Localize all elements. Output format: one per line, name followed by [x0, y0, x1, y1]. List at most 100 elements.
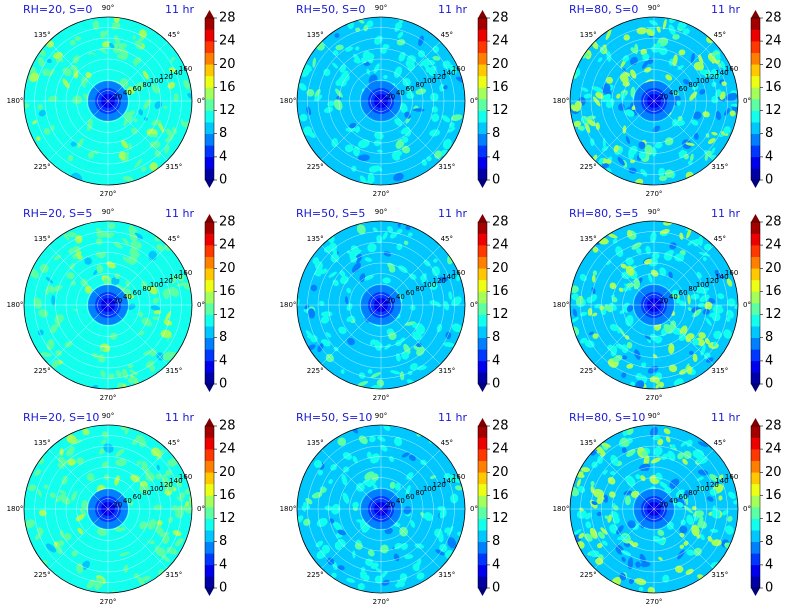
- colorbar-extend-min: [751, 588, 760, 596]
- angle-tick-label: 0°: [470, 301, 478, 309]
- panel-title: RH=50, S=10: [296, 411, 372, 424]
- field-cell: [658, 175, 668, 182]
- radial-tick-label: 140: [715, 477, 728, 485]
- field-cell: [590, 481, 595, 487]
- field-cell: [127, 376, 139, 384]
- field-cell: [436, 323, 443, 333]
- field-cell: [595, 122, 600, 131]
- field-cell: [640, 169, 648, 177]
- colorbar-segment: [205, 314, 214, 327]
- field-cell: [423, 259, 431, 267]
- colorbar-tick-label: 28: [492, 11, 509, 26]
- field-cell: [697, 469, 709, 476]
- field-cell: [401, 136, 409, 143]
- field-cell: [53, 323, 61, 328]
- field-cell: [96, 264, 104, 274]
- colorbar-tick-label: 0: [492, 581, 500, 596]
- field-cell: [29, 66, 37, 75]
- field-cell: [334, 33, 340, 38]
- field-cell: [32, 120, 37, 125]
- field-cell: [118, 151, 128, 160]
- field-cell: [638, 586, 644, 592]
- field-cell: [340, 72, 350, 82]
- colorbar-segment: [751, 507, 760, 519]
- field-cell: [441, 276, 448, 282]
- field-cell: [60, 263, 68, 271]
- field-cell: [711, 147, 716, 155]
- field-cell: [401, 542, 408, 550]
- colorbar-tick-label: 8: [219, 330, 227, 345]
- field-cell: [726, 92, 738, 102]
- field-cell: [320, 487, 327, 494]
- field-cell: [108, 222, 116, 230]
- field-cell: [405, 485, 411, 497]
- radial-tick-label: 120: [160, 481, 173, 489]
- field-cell: [138, 440, 147, 448]
- field-cell: [163, 480, 174, 492]
- field-cell: [156, 244, 165, 252]
- field-cell: [317, 343, 324, 353]
- field-cell: [71, 550, 78, 557]
- field-cell: [670, 444, 676, 450]
- field-cell: [657, 529, 665, 536]
- colorbar-tick-label: 20: [765, 57, 782, 72]
- radial-tick-label: 140: [169, 477, 182, 485]
- field-cell: [314, 89, 321, 98]
- field-cell: [86, 473, 95, 482]
- field-cell: [323, 68, 331, 77]
- field-cell: [91, 352, 100, 359]
- field-cell: [690, 153, 694, 162]
- colorbar-segment: [478, 472, 487, 485]
- field-cell: [609, 282, 617, 290]
- field-cell: [704, 338, 710, 345]
- field-cell: [160, 329, 172, 338]
- radial-tick-label: 80: [142, 81, 151, 89]
- field-cell: [578, 485, 586, 493]
- colorbar-segment: [751, 41, 760, 54]
- field-cell: [596, 511, 602, 517]
- field-cell: [320, 315, 330, 324]
- field-cell: [677, 549, 685, 560]
- field-cell: [66, 272, 75, 280]
- radial-tick-label: 100: [423, 281, 436, 289]
- field-cell: [682, 79, 690, 85]
- field-cell: [692, 338, 699, 346]
- grid-spoke: [594, 304, 655, 365]
- field-cell: [612, 238, 618, 244]
- field-cell: [634, 578, 647, 586]
- field-cell: [647, 586, 655, 593]
- field-cell: [305, 497, 313, 505]
- field-cell: [421, 159, 427, 166]
- colorbar-segment: [478, 460, 487, 473]
- field-cell: [686, 333, 695, 340]
- radial-tick-label: 80: [688, 489, 697, 497]
- angle-tick-label: 0°: [743, 505, 751, 513]
- colorbar-tick-label: 28: [492, 215, 509, 230]
- field-cell: [638, 151, 646, 160]
- field-cell: [635, 247, 642, 254]
- colorbar-segment: [751, 145, 760, 158]
- field-cell: [625, 265, 635, 276]
- grid-spoke: [380, 304, 441, 365]
- field-cell: [62, 232, 70, 241]
- field-cell: [626, 341, 633, 349]
- field-cell: [38, 509, 47, 517]
- colorbar-segment: [205, 133, 214, 146]
- field-cell: [650, 457, 662, 464]
- field-cell: [76, 563, 84, 574]
- field-cell: [434, 150, 443, 159]
- field-cell: [35, 136, 41, 141]
- field-cell: [626, 304, 634, 312]
- colorbar-segment: [205, 449, 214, 462]
- colorbar-border: [204, 221, 215, 385]
- colorbar-extend-min: [205, 180, 214, 188]
- field-cell: [97, 354, 106, 363]
- field-cell: [668, 364, 678, 373]
- colorbar-tick-label: 0: [765, 173, 773, 188]
- field-cell: [717, 293, 725, 300]
- angle-tick-label: 180°: [280, 97, 297, 105]
- field-cell: [698, 251, 711, 257]
- field-cell: [112, 22, 118, 29]
- field-cell: [640, 475, 646, 482]
